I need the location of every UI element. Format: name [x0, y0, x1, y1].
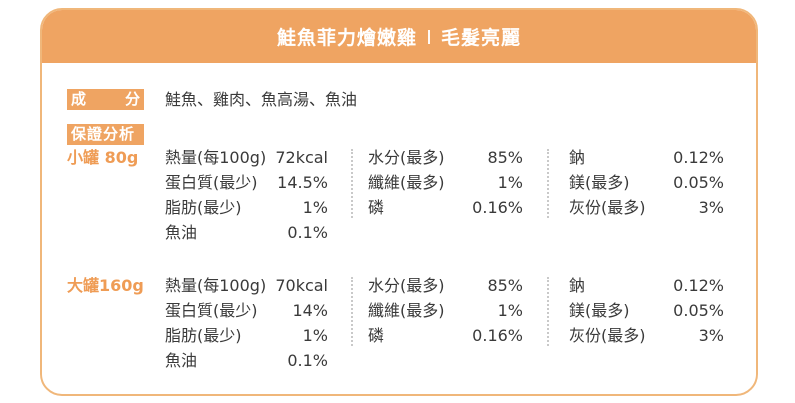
card-header: 鮭魚菲力燴嫩雞 毛髮亮麗 — [42, 10, 756, 63]
nutrient-value: 1% — [302, 326, 328, 345]
size-label: 大罐160g — [67, 276, 144, 295]
nutrient-value: 0.16% — [472, 326, 523, 345]
guarantee-badge: 保證分析 — [67, 124, 144, 145]
nutrient-name: 蛋白質(最少) — [165, 173, 258, 192]
nutrient-value: 70kcal — [275, 276, 328, 295]
nutrient-name: 熱量(每100g) — [165, 148, 267, 167]
nutrient-value: 85% — [487, 148, 523, 167]
size-label: 小罐 80g — [67, 148, 139, 167]
nutrient-value: 1% — [302, 198, 328, 217]
nutrient-value: 3% — [698, 326, 724, 345]
nutrient-value: 85% — [487, 276, 523, 295]
nutrient-name: 鈉 — [569, 148, 586, 167]
column-divider — [351, 277, 353, 346]
nutrient-name: 灰份(最多) — [569, 198, 646, 217]
nutrient-name: 鎂(最多) — [569, 301, 630, 320]
ingredients-badge: 成 分 — [67, 89, 144, 110]
nutrient-name: 脂肪(最少) — [165, 326, 242, 345]
nutrient-name: 灰份(最多) — [569, 326, 646, 345]
nutrient-value: 0.05% — [673, 173, 724, 192]
nutrient-name: 水分(最多) — [368, 148, 445, 167]
nutrient-value: 0.16% — [472, 198, 523, 217]
nutrient-value: 0.12% — [673, 276, 724, 295]
nutrient-value: 0.1% — [287, 351, 328, 370]
nutrient-name: 脂肪(最少) — [165, 198, 242, 217]
ingredients-badge-char2: 分 — [124, 90, 140, 108]
header-separator — [428, 29, 430, 44]
column-divider — [547, 277, 549, 346]
nutrient-name: 磷 — [368, 198, 385, 217]
nutrient-value: 14.5% — [277, 173, 328, 192]
product-tagline: 毛髮亮麗 — [441, 27, 522, 49]
nutrient-name: 纖維(最多) — [368, 173, 445, 192]
nutrient-name: 熱量(每100g) — [165, 276, 267, 295]
nutrient-value: 1% — [497, 173, 523, 192]
nutrient-value: 14% — [292, 301, 328, 320]
nutrient-name: 水分(最多) — [368, 276, 445, 295]
column-divider — [547, 149, 549, 218]
nutrient-name: 魚油 — [165, 223, 198, 242]
nutrient-value: 0.05% — [673, 301, 724, 320]
ingredients-text: 鮭魚、雞肉、魚高湯、魚油 — [165, 90, 358, 109]
column-divider — [351, 149, 353, 218]
product-name: 鮭魚菲力燴嫩雞 — [276, 27, 417, 49]
nutrient-name: 鈉 — [569, 276, 586, 295]
nutrient-name: 鎂(最多) — [569, 173, 630, 192]
nutrient-value: 0.1% — [287, 223, 328, 242]
nutrient-value: 72kcal — [275, 148, 328, 167]
nutrient-name: 纖維(最多) — [368, 301, 445, 320]
nutrient-name: 魚油 — [165, 351, 198, 370]
nutrient-name: 蛋白質(最少) — [165, 301, 258, 320]
ingredients-badge-char1: 成 — [71, 90, 87, 108]
nutrient-value: 3% — [698, 198, 724, 217]
nutrition-card: 鮭魚菲力燴嫩雞 毛髮亮麗 成 分 鮭魚、雞肉、魚高湯、魚油 保證分析 小罐 80… — [40, 8, 758, 396]
nutrient-value: 1% — [497, 301, 523, 320]
nutrient-value: 0.12% — [673, 148, 724, 167]
nutrient-name: 磷 — [368, 326, 385, 345]
